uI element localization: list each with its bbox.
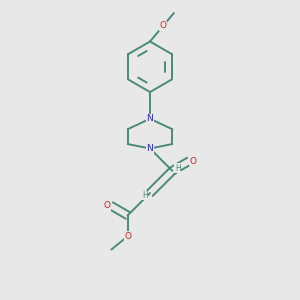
Text: O: O	[189, 157, 197, 166]
Text: O: O	[124, 232, 131, 241]
Text: N: N	[147, 114, 153, 123]
Text: O: O	[103, 201, 111, 210]
Text: O: O	[160, 21, 167, 30]
Text: H: H	[175, 164, 181, 173]
Text: N: N	[147, 144, 153, 153]
Text: H: H	[142, 191, 148, 200]
